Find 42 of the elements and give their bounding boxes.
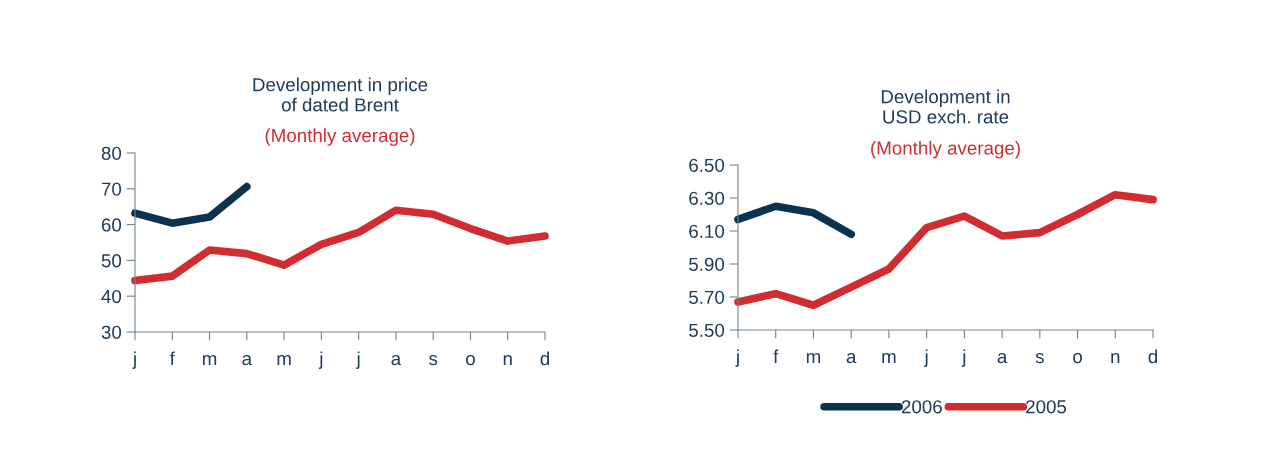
- x-tick-label: j: [132, 351, 136, 369]
- x-tick-label: f: [773, 349, 779, 364]
- chart-title: Development in price of dated Brent: [253, 77, 428, 112]
- x-tick-label: o: [1073, 352, 1082, 364]
- y-tick-label: 5.90: [689, 257, 725, 271]
- x-tick-label: m: [277, 354, 291, 366]
- y-tick-label: 70: [101, 182, 122, 196]
- chart-subtitle: (Monthly average): [871, 140, 1020, 159]
- chart-subtitle: (Monthly average): [265, 128, 415, 146]
- x-tick-label: j: [356, 351, 360, 369]
- x-tick-label: j: [924, 349, 928, 367]
- x-tick-label: f: [169, 351, 175, 366]
- x-tick-label: a: [997, 352, 1008, 364]
- x-tick-label: j: [318, 351, 323, 369]
- y-tick-label: 6.10: [689, 224, 725, 238]
- x-tick-label: m: [202, 354, 217, 366]
- chart-title: Development in USD exch. rate: [881, 89, 1010, 124]
- y-tick-label: 5.70: [689, 290, 725, 304]
- y-tick-label: 6.30: [689, 191, 725, 205]
- x-tick-label: d: [540, 351, 550, 366]
- x-tick-label: m: [806, 352, 821, 364]
- x-tick-label: o: [466, 354, 475, 366]
- y-tick-label: 40: [101, 289, 122, 304]
- y-tick-label: 60: [101, 218, 122, 232]
- y-tick-label: 6.50: [689, 158, 725, 172]
- x-tick-label: n: [503, 354, 512, 366]
- x-tick-label: j: [961, 349, 966, 367]
- legend-label: 2005: [1026, 400, 1067, 414]
- x-tick-label: a: [846, 352, 857, 364]
- y-tick-label: 30: [101, 325, 122, 339]
- x-tick-label: j: [735, 349, 739, 367]
- x-tick-label: s: [1035, 352, 1044, 364]
- x-tick-label: n: [1111, 352, 1120, 364]
- x-tick-label: m: [882, 352, 896, 364]
- x-tick-label: a: [242, 354, 253, 366]
- x-tick-label: a: [391, 354, 402, 366]
- legend-label: 2006: [901, 400, 942, 414]
- y-tick-label: 5.50: [689, 323, 725, 337]
- y-tick-label: 50: [101, 254, 122, 268]
- x-tick-label: s: [429, 354, 438, 366]
- x-tick-label: d: [1148, 349, 1158, 364]
- y-tick-label: 80: [101, 146, 122, 160]
